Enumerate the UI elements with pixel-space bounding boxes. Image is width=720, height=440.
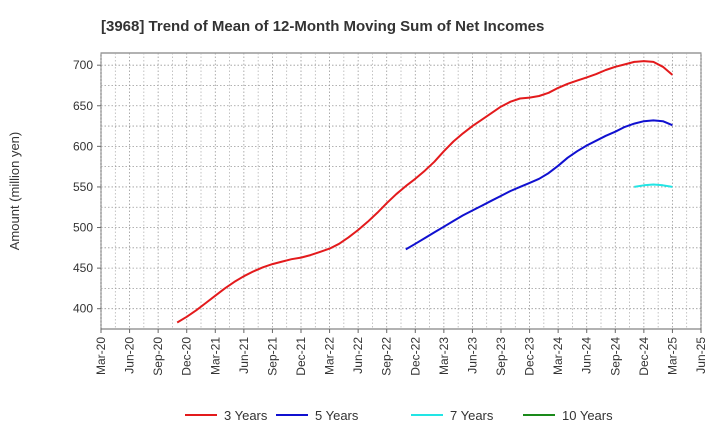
legend-label: 5 Years — [315, 408, 359, 423]
y-tick-label: 500 — [73, 221, 93, 235]
legend-label: 3 Years — [224, 408, 268, 423]
series-line-7-years — [634, 183, 673, 188]
x-tick-label: Dec-22 — [408, 337, 422, 376]
x-tick-label: Sep-22 — [380, 337, 394, 376]
x-tick-label: Dec-23 — [523, 337, 537, 376]
x-tick-label: Sep-21 — [265, 337, 279, 376]
y-tick-label: 450 — [73, 261, 93, 275]
x-tick-label: Mar-24 — [551, 337, 565, 375]
x-tick-label: Jun-23 — [465, 337, 479, 374]
y-axis-label: Amount (million yen) — [7, 132, 22, 251]
x-tick-label: Dec-20 — [180, 337, 194, 376]
series-line-5-years — [405, 119, 673, 251]
x-tick-label: Sep-23 — [494, 337, 508, 376]
y-tick-label: 600 — [73, 139, 93, 153]
x-tick-label: Jun-20 — [123, 337, 137, 374]
x-tick-label: Jun-24 — [580, 337, 594, 374]
x-tick-label: Sep-24 — [608, 337, 622, 376]
x-tick-label: Jun-21 — [237, 337, 251, 374]
x-tick-label: Jun-22 — [351, 337, 365, 374]
y-ticks: 400 450 500 550 600 650 700 — [73, 58, 101, 316]
grid — [100, 53, 702, 329]
y-tick-label: 400 — [73, 302, 93, 316]
y-tick-label: 550 — [73, 180, 93, 194]
x-tick-label: Jun-25 — [694, 337, 708, 374]
legend-label: 10 Years — [562, 408, 613, 423]
x-tick-label: Dec-24 — [637, 337, 651, 376]
x-tick-label: Dec-21 — [294, 337, 308, 376]
x-tick-label: Mar-21 — [208, 337, 222, 375]
x-tick-label: Mar-23 — [437, 337, 451, 375]
legend: 3 Years 5 Years 7 Years 10 Years — [185, 408, 613, 423]
x-tick-label: Mar-25 — [665, 337, 679, 375]
y-tick-label: 650 — [73, 99, 93, 113]
x-tick-label: Sep-20 — [151, 337, 165, 376]
y-tick-label: 700 — [73, 58, 93, 72]
chart-title: [3968] Trend of Mean of 12-Month Moving … — [101, 18, 544, 35]
series-lines — [176, 60, 674, 324]
series-line-3-years — [176, 60, 674, 324]
x-tick-label: Mar-22 — [323, 337, 337, 375]
legend-label: 7 Years — [450, 408, 494, 423]
x-tick-label: Mar-20 — [94, 337, 108, 375]
x-ticks: Mar-20 Jun-20 Sep-20 Dec-20 Mar-21 Jun-21 Sep-… — [94, 329, 708, 376]
